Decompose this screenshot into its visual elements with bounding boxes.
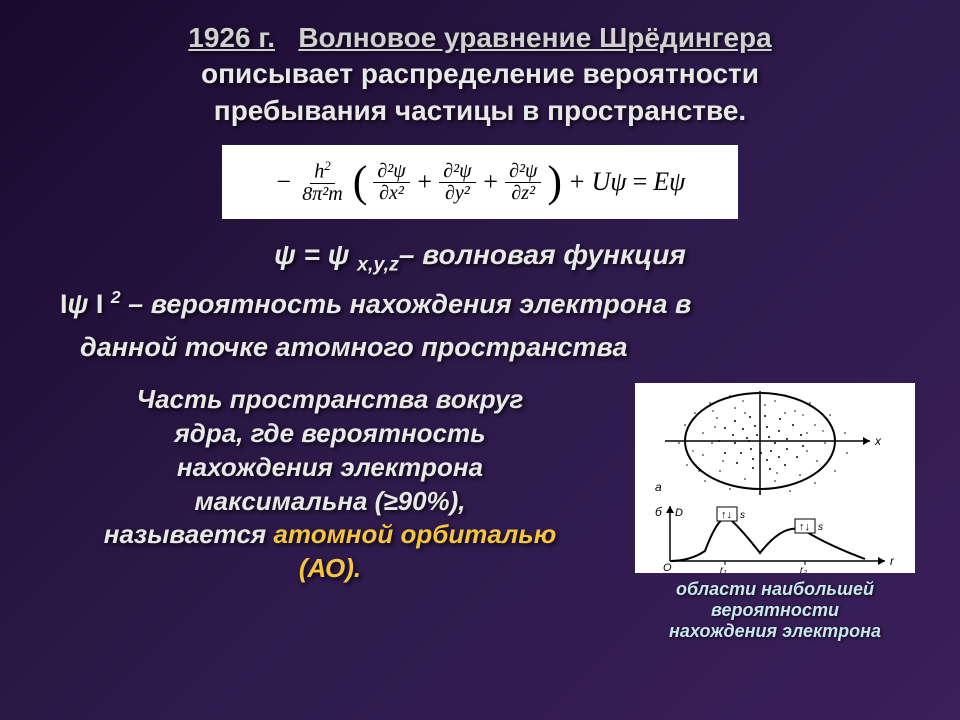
svg-text:↑↓: ↑↓ — [799, 521, 810, 533]
title-line3: пребывания частицы в пространстве. — [214, 95, 746, 126]
wavefn-sub: x,y,z — [357, 253, 399, 275]
eq-d2y: ∂²ψ ∂y² — [439, 161, 475, 204]
eq-hbar-frac: h2 8π²m — [298, 159, 346, 205]
probability-line: Ιψ Ι 2 – вероятность нахождения электрон… — [60, 286, 920, 322]
eq-epsi: Eψ — [653, 169, 685, 195]
svg-text:s: s — [740, 510, 745, 521]
svg-text:r₁: r₁ — [720, 565, 726, 573]
eq-d2x: ∂²ψ ∂x² — [373, 161, 409, 204]
eq-plus1: + — [416, 169, 434, 195]
eq-d2z: ∂²ψ ∂z² — [505, 161, 541, 204]
svg-text:r₂: r₂ — [800, 565, 807, 573]
eq-equals: = — [633, 169, 648, 195]
electron-cloud-figure: x a б O D r — [635, 383, 915, 573]
title-highlight: Волновое уравнение Шрёдингера — [298, 22, 771, 53]
title-block: 1926 г. Волновое уравнение Шрёдингера оп… — [40, 20, 920, 129]
figure-caption: области наибольшей вероятности нахождени… — [669, 579, 881, 641]
cloud-panel: x a — [655, 386, 882, 496]
eq-upsi: Uψ — [592, 169, 627, 195]
svg-text:↑↓: ↑↓ — [721, 509, 732, 521]
panel-b-label: б — [655, 505, 663, 519]
probability-line2: данной точке атомного пространства — [80, 329, 920, 365]
eq-h: h — [314, 161, 324, 183]
prob-text2: данной точке атомного пространства — [80, 332, 628, 362]
svg-text:O: O — [663, 562, 672, 573]
svg-text:r: r — [890, 554, 895, 568]
wavefn-psi: ψ — [274, 239, 296, 270]
wavefn-label: волновая функция — [422, 239, 686, 270]
panel-a-label: a — [655, 480, 662, 494]
prob-text1: вероятность нахождения электрона в — [151, 289, 692, 319]
eq-plus2: + — [482, 169, 500, 195]
title-line2: описывает распределение вероятности — [201, 58, 759, 89]
orbital-definition: Часть пространства вокруг ядра, где веро… — [40, 383, 620, 641]
radial-panel: б O D r r₁ r₂ ↑↓ s — [655, 505, 895, 573]
eq-plus3: + — [568, 169, 586, 195]
eq-minus: − — [275, 169, 293, 195]
slide-container: 1926 г. Волновое уравнение Шрёдингера оп… — [0, 0, 960, 720]
eq-8pi2m: 8π²m — [298, 184, 346, 205]
svg-text:D: D — [675, 507, 683, 519]
svg-text:s: s — [818, 522, 823, 533]
figure-column: x a б O D r — [630, 383, 920, 641]
schrodinger-equation: − h2 8π²m ( ∂²ψ ∂x² + ∂²ψ ∂y² + ∂²ψ ∂z² … — [222, 145, 738, 219]
title-year: 1926 г. — [188, 22, 275, 53]
axis-x-label: x — [874, 434, 882, 448]
bottom-row: Часть пространства вокруг ядра, где веро… — [40, 383, 920, 641]
wavefn-definition: ψ = ψ x,y,z– волновая функция — [40, 239, 920, 277]
orbital-highlight: атомной орбиталью — [273, 519, 556, 549]
